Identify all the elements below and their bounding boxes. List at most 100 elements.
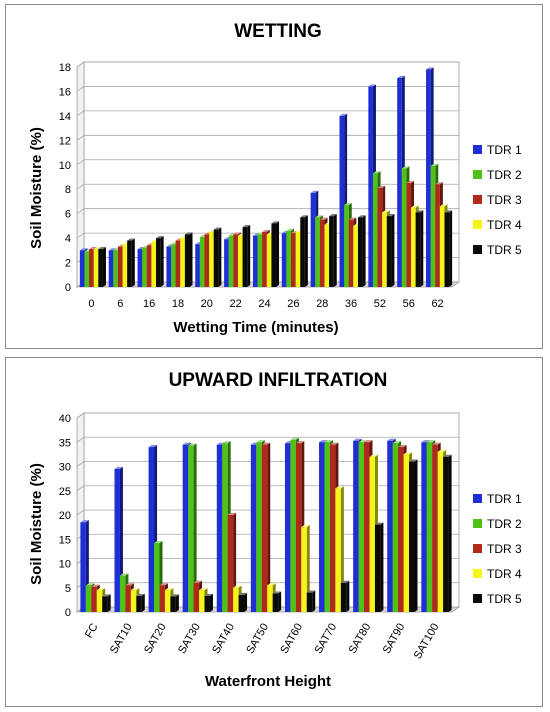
legend-swatch — [473, 170, 482, 179]
bar — [329, 214, 337, 287]
gridline — [76, 86, 459, 92]
y-tick-label: 8 — [65, 184, 71, 196]
legend-label: TDR 5 — [487, 243, 522, 257]
upward-infiltration-chart: UPWARD INFILTRATION Soil Moisture (%) Wa… — [28, 370, 522, 690]
x-tick-label: 20 — [201, 298, 213, 310]
y-tick-label: 0 — [65, 282, 71, 294]
legend-swatch — [473, 544, 482, 553]
legend-label: TDR 1 — [487, 492, 522, 506]
x-tick-label: SAT50 — [244, 622, 271, 656]
bar — [204, 593, 213, 612]
legend-label: TDR 4 — [487, 567, 522, 581]
x-tick-label: 28 — [316, 298, 328, 310]
x-tick-label: 0 — [88, 298, 94, 310]
x-tick-label: 62 — [431, 298, 443, 310]
bar — [335, 486, 344, 612]
x-tick-label: 16 — [143, 298, 155, 310]
gridline — [76, 134, 459, 141]
bar — [136, 593, 145, 612]
gridline — [76, 208, 459, 214]
legend-label: TDR 2 — [487, 168, 522, 182]
legend: TDR 1 TDR 2 TDR 3 TDR 4 TDR 5 — [473, 492, 522, 606]
bar — [242, 225, 251, 287]
bar — [271, 221, 280, 287]
bar — [444, 210, 453, 287]
wetting-chart: WETTING Soil Moisture (%) Wetting Time (… — [28, 21, 522, 336]
y-tick-label: 2 — [65, 258, 71, 270]
legend-label: TDR 1 — [487, 143, 522, 157]
x-tick-label: SAT40 — [210, 622, 237, 656]
y-tick-label: 35 — [59, 437, 71, 449]
legend-label: TDR 2 — [487, 517, 522, 531]
y-tick-label: 5 — [65, 583, 71, 595]
bar — [213, 227, 222, 287]
y-tick-label: 12 — [59, 135, 71, 147]
legend-swatch — [473, 195, 482, 204]
bar — [272, 591, 282, 612]
bar — [127, 238, 135, 287]
x-tick-label: FC — [83, 621, 101, 640]
y-tick-label: 10 — [59, 160, 71, 172]
y-axis-title: Soil Moisture (%) — [28, 127, 45, 249]
gridline — [76, 61, 459, 68]
bar — [170, 594, 179, 612]
x-tick-label: SAT70 — [312, 622, 339, 656]
bar — [102, 594, 111, 612]
x-tick-label: SAT80 — [347, 622, 374, 656]
legend-swatch — [473, 245, 482, 254]
x-tick-label: 56 — [403, 298, 415, 310]
legend-label: TDR 5 — [487, 592, 522, 606]
x-tick-label: 22 — [230, 298, 242, 310]
gridline — [76, 183, 459, 190]
wetting-chart-panel: WETTING Soil Moisture (%) Wetting Time (… — [5, 4, 543, 349]
y-tick-label: 4 — [65, 233, 71, 245]
gridline — [76, 110, 459, 117]
y-tick-label: 14 — [59, 111, 71, 123]
plot-area: 0 5 10 15 20 25 30 35 40 FC SAT10 SAT20 SAT30 SAT40 SA… — [59, 412, 461, 662]
x-tick-label: 6 — [117, 298, 123, 310]
x-axis-title: Wetting Time (minutes) — [173, 319, 338, 336]
bar — [374, 522, 384, 612]
x-tick-label: 36 — [345, 298, 357, 310]
y-tick-label: 10 — [59, 559, 71, 571]
legend-swatch — [473, 569, 482, 578]
x-tick-label: SAT60 — [278, 622, 305, 656]
gridline — [76, 412, 459, 419]
x-tick-label: SAT30 — [176, 622, 203, 656]
y-tick-label: 25 — [59, 486, 71, 498]
chart-title: UPWARD INFILTRATION — [169, 370, 388, 391]
bar — [357, 215, 366, 287]
bar — [340, 580, 350, 612]
y-tick-label: 0 — [65, 607, 71, 619]
x-tick-label: 18 — [172, 298, 184, 310]
x-tick-label: SAT100 — [412, 622, 442, 662]
bar — [443, 454, 452, 612]
legend-swatch — [473, 145, 482, 154]
gridline — [76, 159, 459, 166]
y-tick-label: 40 — [59, 413, 71, 425]
legend: TDR 1 TDR 2 TDR 3 TDR 4 TDR 5 — [473, 143, 522, 257]
legend-label: TDR 3 — [487, 193, 522, 207]
bar — [261, 442, 271, 612]
bar — [98, 247, 106, 287]
x-tick-label: SAT90 — [381, 622, 408, 656]
bar — [306, 590, 316, 612]
y-tick-label: 30 — [59, 462, 71, 474]
x-tick-label: 52 — [374, 298, 386, 310]
legend-swatch — [473, 220, 482, 229]
legend-label: TDR 4 — [487, 218, 522, 232]
x-tick-label: 26 — [287, 298, 299, 310]
x-tick-label: SAT10 — [108, 622, 135, 656]
y-tick-label: 16 — [59, 86, 71, 98]
legend-swatch — [473, 519, 482, 528]
x-tick-label: 24 — [258, 298, 270, 310]
legend-label: TDR 3 — [487, 542, 522, 556]
y-tick-label: 6 — [65, 209, 71, 221]
bar — [409, 459, 418, 612]
y-tick-label: 18 — [59, 62, 71, 74]
y-tick-label: 20 — [59, 510, 71, 522]
x-tick-label: SAT20 — [142, 622, 169, 656]
bar — [415, 210, 424, 287]
legend-swatch — [473, 594, 482, 603]
